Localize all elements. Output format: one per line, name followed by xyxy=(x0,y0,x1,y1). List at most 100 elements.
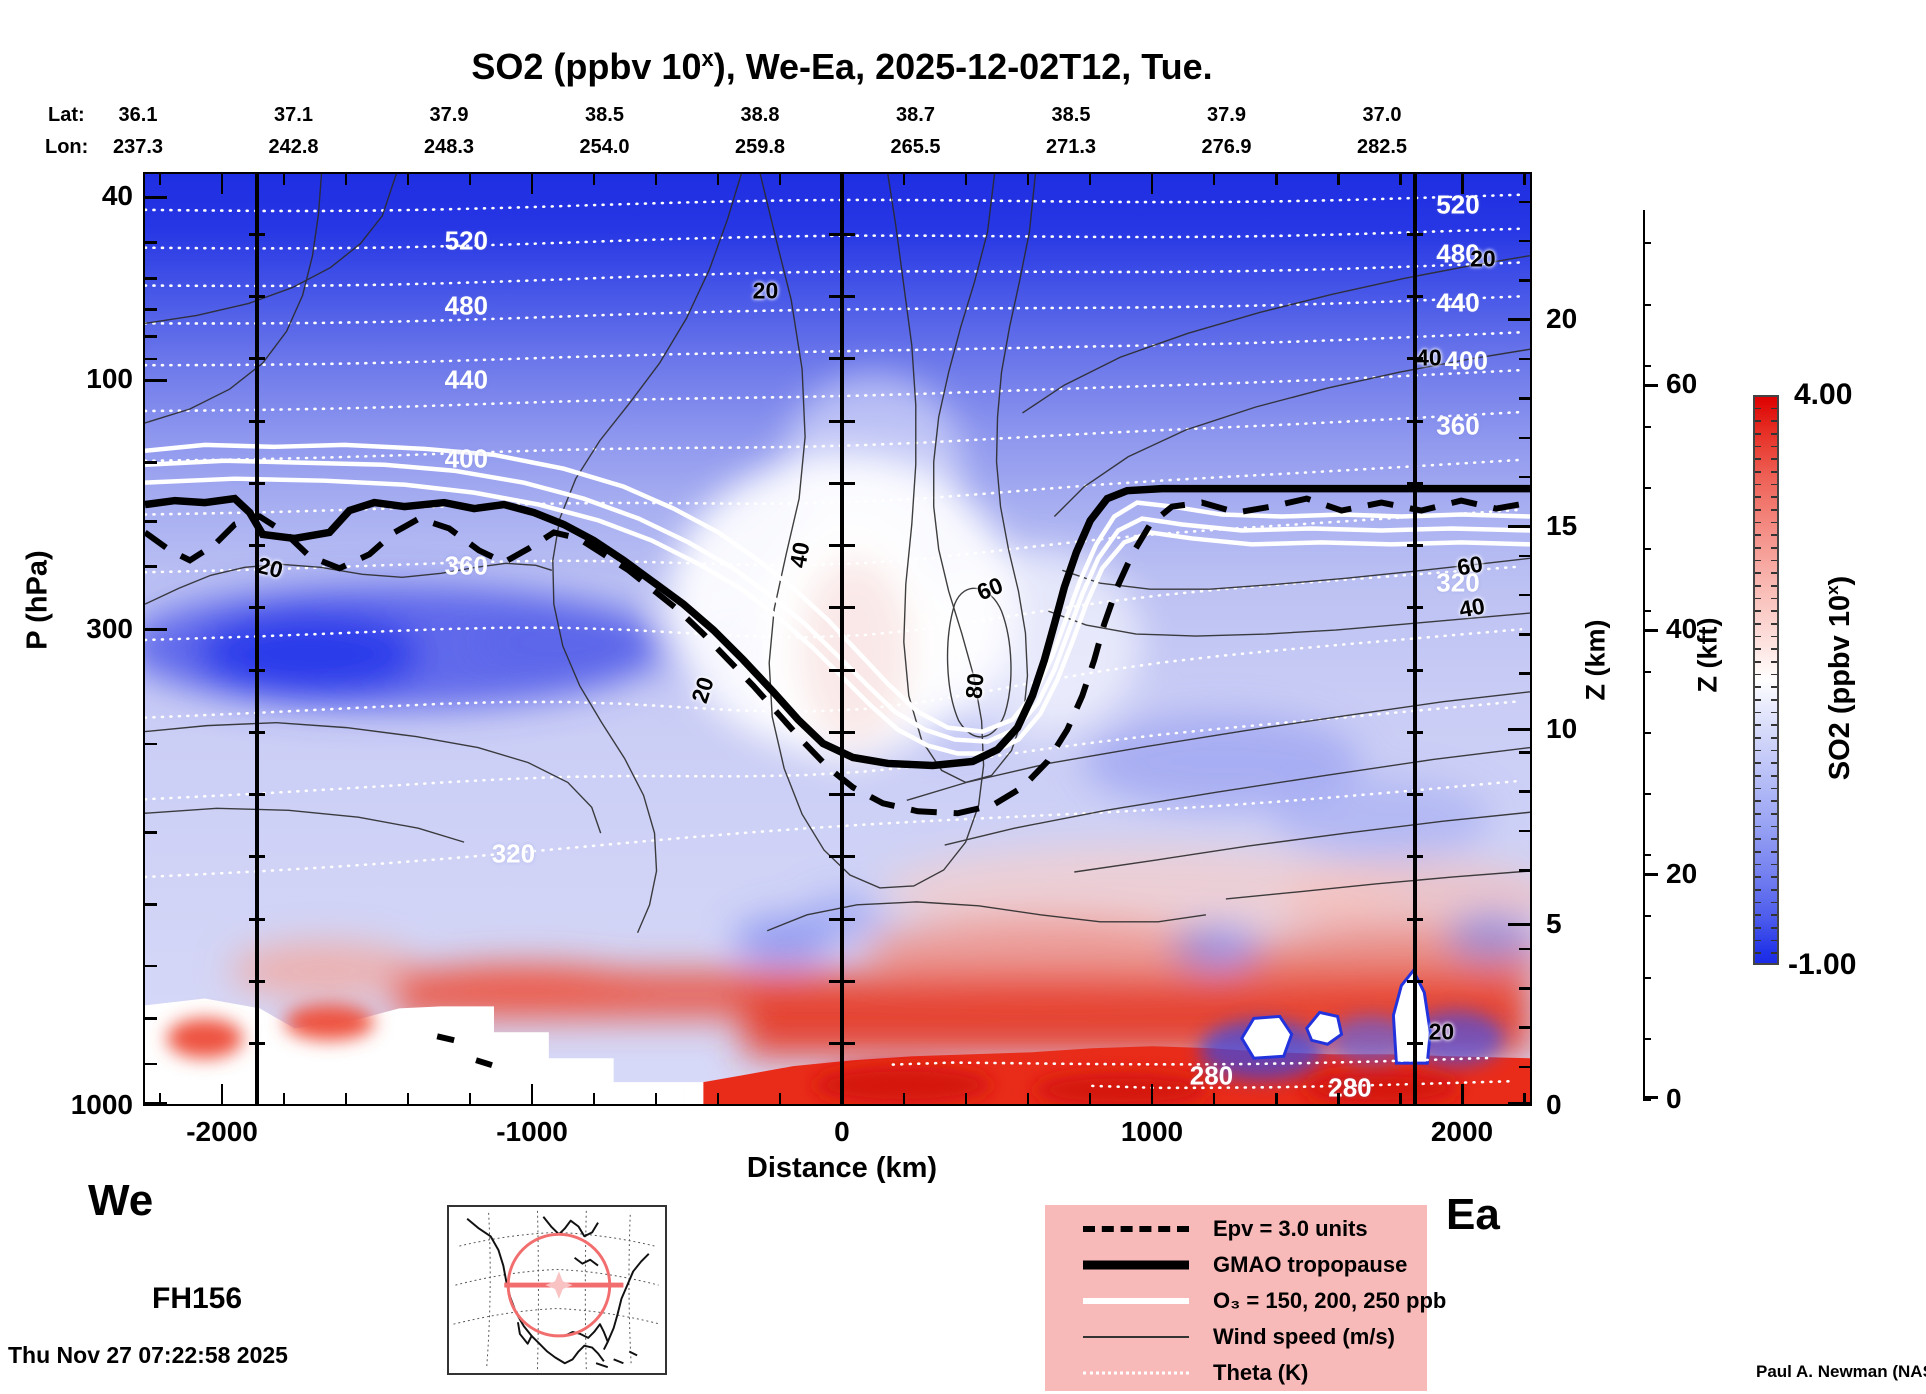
colorbar-tick xyxy=(1771,597,1777,600)
z-km-minor-tick xyxy=(1519,475,1530,479)
x-axis-top-tick xyxy=(902,174,906,185)
z-kft-tick xyxy=(1643,383,1658,387)
lon-value: 276.9 xyxy=(1201,136,1252,158)
reference-line-tick xyxy=(249,855,265,859)
z-kft-tick-label: 60 xyxy=(1666,368,1698,400)
colorbar-tick xyxy=(1771,496,1777,498)
lon-value: 242.8 xyxy=(268,136,319,158)
z-kft-tick-label: 20 xyxy=(1666,857,1698,889)
lon-value: 237.3 xyxy=(112,136,164,158)
reference-line-tick xyxy=(249,419,265,423)
colorbar-tick xyxy=(1755,749,1761,752)
x-axis-tick xyxy=(1026,1093,1030,1104)
z-km-tick-label: 20 xyxy=(1546,302,1578,334)
x-axis-top-tick xyxy=(716,174,720,185)
z-km-minor-tick xyxy=(1519,554,1530,557)
colorbar-tick xyxy=(1755,496,1761,498)
z-kft-minor-tick xyxy=(1643,976,1651,979)
colorbar-tick xyxy=(1755,737,1761,739)
x-axis-tick-label: -2000 xyxy=(186,1116,258,1147)
colorbar-tick xyxy=(1755,939,1761,942)
x-axis-top-tick xyxy=(778,174,782,185)
x-axis-top-tick xyxy=(1337,174,1340,185)
pressure-tick-label: 40 xyxy=(101,180,133,212)
lon-value: 282.5 xyxy=(1356,136,1408,158)
colorbar-min-label: -1.00 xyxy=(1788,948,1857,981)
x-axis-tick xyxy=(282,1093,286,1104)
colorbar-tick xyxy=(1771,635,1777,638)
x-axis-top-tick xyxy=(530,174,534,194)
z-km-minor-tick xyxy=(1519,829,1530,833)
x-axis-tick xyxy=(530,1084,534,1104)
pressure-tick-label: 100 xyxy=(86,363,133,395)
center-reference-line xyxy=(839,172,845,1106)
legend-label: GMAO tropopause xyxy=(1213,1252,1408,1277)
theta-contour xyxy=(145,331,1523,367)
x-axis-top-tick xyxy=(158,174,162,185)
colorbar-tick xyxy=(1755,572,1761,574)
colorbar-tick xyxy=(1755,610,1761,612)
colorbar-tick xyxy=(1755,686,1761,688)
pressure-minor-tick xyxy=(145,964,157,968)
x-axis-tick xyxy=(1150,1084,1154,1104)
colorbar-tick xyxy=(1755,711,1761,714)
reference-line-tick xyxy=(829,606,855,610)
theta-contour-label: 520 xyxy=(1436,189,1480,220)
reference-line-tick xyxy=(829,793,855,797)
x-axis-tick xyxy=(1523,1093,1526,1104)
colorbar-tick xyxy=(1755,800,1761,802)
colorbar-tick xyxy=(1771,699,1777,701)
theta-contour-label: 440 xyxy=(444,364,489,395)
theta-contour-label: 480 xyxy=(444,290,489,321)
colorbar-tick xyxy=(1755,838,1761,840)
legend-item-wind: Wind speed (m/s) xyxy=(1045,1319,1427,1355)
pressure-tick-label: 1000 xyxy=(70,1089,133,1120)
theta-contour-label: 440 xyxy=(1436,287,1480,318)
colorbar-tick xyxy=(1755,851,1761,853)
colorbar-tick xyxy=(1755,787,1761,790)
x-axis-top-tick xyxy=(1026,174,1030,185)
epv-ground-marks xyxy=(436,1033,493,1069)
colorbar-tick xyxy=(1755,559,1761,562)
z-kft-minor-tick xyxy=(1643,1099,1651,1101)
x-axis-tick xyxy=(902,1093,906,1104)
wind-contour-label: 20 xyxy=(752,277,779,304)
colorbar-tick xyxy=(1771,407,1777,410)
theta-contours xyxy=(145,193,1523,1090)
colorbar-tick xyxy=(1755,661,1761,663)
z-km-minor-tick xyxy=(1519,790,1530,793)
lon-value: 254.0 xyxy=(579,136,630,158)
colorbar-tick xyxy=(1771,547,1777,549)
z-km-tick xyxy=(1508,1101,1530,1105)
colorbar-tick xyxy=(1771,534,1777,536)
pressure-minor-tick xyxy=(145,565,157,568)
colorbar-tick xyxy=(1755,585,1761,587)
theta-contour-label: 360 xyxy=(1436,410,1480,441)
colorbar-tick xyxy=(1771,458,1777,460)
reference-line-tick xyxy=(249,295,265,299)
x-axis-top-tick xyxy=(1088,174,1092,185)
theta-contour-label: 400 xyxy=(1444,345,1488,376)
reference-line-tick xyxy=(249,793,265,797)
colorbar-title-suffix: ) xyxy=(1823,575,1856,586)
pressure-tick xyxy=(145,195,167,199)
colorbar-tick xyxy=(1755,863,1761,866)
z-kft-minor-tick xyxy=(1643,364,1651,367)
pressure-minor-tick xyxy=(145,335,157,338)
pressure-minor-tick xyxy=(145,520,157,523)
reference-line-tick xyxy=(249,668,265,672)
wind-contour-label: 80 xyxy=(960,672,989,701)
z-km-minor-tick xyxy=(1519,1026,1530,1029)
z-kft-minor-tick xyxy=(1643,487,1651,490)
colorbar-title-prefix: SO2 (ppbv 10 xyxy=(1823,594,1856,781)
z-km-tick-label: 10 xyxy=(1546,712,1578,744)
z-km-minor-tick xyxy=(1519,1065,1530,1069)
theta-contour xyxy=(145,193,1523,213)
edge-reference-line xyxy=(1413,172,1417,1106)
theta-contour-label: 480 xyxy=(1436,238,1480,269)
z-kft-tick xyxy=(1643,873,1658,877)
theta-contour xyxy=(145,628,1523,719)
colorbar-tick xyxy=(1755,914,1761,916)
theta-contour xyxy=(145,295,1523,325)
x-axis-tick xyxy=(468,1093,472,1104)
